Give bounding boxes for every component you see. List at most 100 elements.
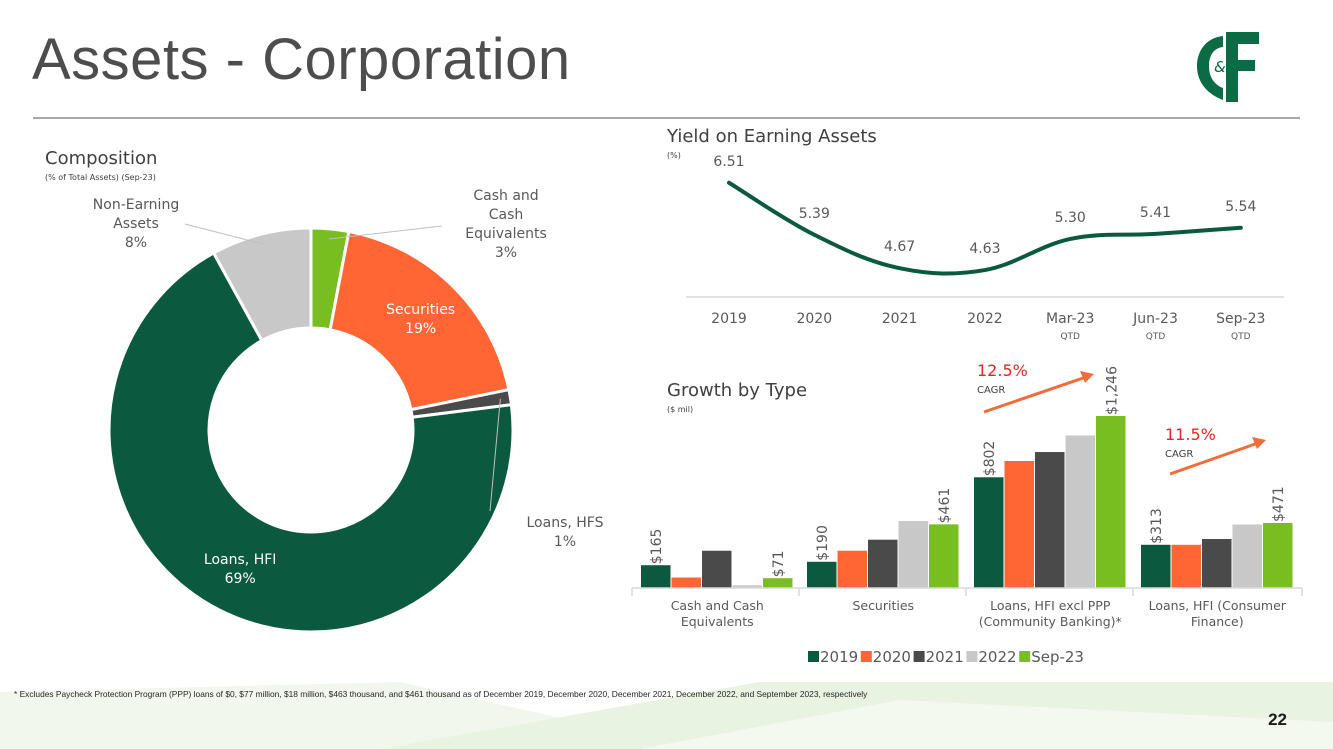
growth-chart: Growth by Type ($ mil) $165 $71 $190 $461 $8… (631, 361, 1303, 666)
yield-value-mar-23: 5.30 (1055, 210, 1086, 226)
bar-securities-2021 (868, 539, 898, 588)
growth-data-label-313: $313 (1149, 508, 1165, 544)
yield-tick-2020: 2020 (796, 311, 832, 327)
bar-loans-hfi-excl-ppp-community-banking-sep-23 (1096, 416, 1126, 588)
legend-swatch-sep-23 (1019, 651, 1031, 662)
growth-title: Growth by Type (667, 380, 807, 401)
legend-label-2020: 2020 (873, 648, 911, 666)
bar-loans-hfi-consumer-finance-2022 (1232, 524, 1262, 588)
pie-label-non-earning-assets: Non-Earning Assets 8% (93, 197, 179, 251)
legend-swatch-2019 (808, 651, 819, 662)
footnote: * Excludes Paycheck Protection Program (… (14, 689, 868, 699)
bar-loans-hfi-consumer-finance-2020 (1171, 544, 1201, 588)
bar-loans-hfi-excl-ppp-community-banking-2021 (1035, 452, 1065, 588)
yield-value-2019: 6.51 (713, 154, 744, 170)
cagr-label-1: CAGR (977, 385, 1005, 396)
legend-label-2019: 2019 (820, 648, 858, 666)
growth-category-securities: Securities (852, 598, 914, 613)
title-divider (33, 117, 1300, 119)
yield-value-jun-23: 5.41 (1140, 205, 1171, 221)
composition-subtitle: (% of Total Assets) (Sep-23) (45, 173, 156, 182)
pie-leader-non-earning-assets (184, 223, 264, 245)
growth-category-separators (631, 588, 1303, 596)
growth-data-label-71: $71 (771, 550, 787, 577)
cagr-arrow-2 (1169, 441, 1259, 476)
legend-swatch-2022 (966, 651, 978, 662)
bar-loans-hfi-consumer-finance-sep-23 (1263, 522, 1293, 588)
yield-tick-2022: 2022 (967, 311, 1003, 327)
yield-value-labels: 6.51 5.39 4.67 4.63 5.30 5.41 5.54 (713, 154, 1256, 271)
pie-label-loans-hfs: Loans, HFS 1% (527, 515, 604, 550)
growth-data-labels: $165 $71 $190 $461 $802 $1,246 $313 $471 (649, 366, 1287, 577)
cagr-value-2: 11.5% (1165, 425, 1216, 444)
yield-tick-jun-23: Jun-23 (1132, 311, 1178, 327)
cagr-arrowhead-1 (1080, 371, 1094, 383)
composition-title: Composition (45, 148, 157, 169)
bar-cash-and-cash-equivalents-2021 (702, 550, 732, 588)
cagr-value-1: 12.5% (977, 361, 1028, 380)
legend-swatch-2020 (860, 651, 872, 662)
yield-value-2022: 4.63 (969, 241, 1000, 257)
bar-cash-and-cash-equivalents-2022 (732, 585, 762, 588)
bar-securities-2020 (837, 550, 867, 588)
growth-category-loans-hfi-excl-ppp-community-banking: Loans, HFI excl PPP (Community Banking)* (979, 598, 1122, 629)
cf-bank-logo: & (1197, 32, 1259, 102)
legend-swatch-2021 (913, 651, 925, 662)
growth-cagr-annotations: 12.5% CAGR 11.5% CAGR (977, 361, 1266, 476)
pie-label-cash-and-cash-equivalents: Cash and Cash Equivalents 3% (465, 188, 547, 261)
growth-data-label-190: $190 (815, 525, 831, 561)
yield-subtitle: (%) (667, 151, 681, 160)
page-title: Assets - Corporation (32, 27, 571, 92)
bar-securities-2019 (807, 561, 837, 588)
yield-tick-sep-23: Sep-23 (1216, 311, 1265, 327)
pie-leader-lines (184, 223, 501, 512)
growth-legend: 2019 2020 2021 2022 Sep-23 (808, 648, 1084, 666)
pie-slice-non-earning-assets (211, 226, 313, 343)
yield-subtick-jun-23: QTD (1146, 332, 1166, 342)
bar-cash-and-cash-equivalents-sep-23 (763, 578, 793, 588)
bar-loans-hfi-excl-ppp-community-banking-2020 (1004, 461, 1034, 588)
legend-label-2022: 2022 (978, 648, 1016, 666)
growth-data-label-165: $165 (649, 529, 665, 565)
page-number: 22 (1268, 710, 1287, 729)
cagr-arrow-1 (983, 375, 1087, 414)
pie-leader-loans-hfs (489, 398, 501, 512)
growth-data-label-461: $461 (937, 488, 953, 524)
footer-band (0, 682, 1333, 749)
growth-category-cash-and-cash-equivalents: Cash and Cash Equivalents (671, 598, 764, 629)
growth-category-loans-hfi-consumer-finance: Loans, HFI (Consumer Finance) (1149, 598, 1287, 629)
bar-securities-2022 (898, 521, 928, 588)
yield-x-tick-labels: 2019 2020 2021 2022 Mar-23 QTD Jun-23 QTD Sep-23… (711, 311, 1265, 342)
yield-value-2020: 5.39 (799, 206, 830, 222)
yield-series-line (727, 180, 1243, 276)
growth-data-label-471: $471 (1271, 486, 1287, 522)
yield-value-2021: 4.67 (884, 239, 915, 255)
pie-label-securities: Securities 19% (386, 302, 455, 337)
composition-chart: Composition (% of Total Assets) (Sep-23)… (45, 148, 604, 634)
legend-label-sep-23: Sep-23 (1031, 648, 1084, 666)
yield-tick-2021: 2021 (882, 311, 918, 327)
yield-subtick-mar-23: QTD (1060, 332, 1080, 342)
yield-title: Yield on Earning Assets (666, 126, 877, 147)
legend-label-2021: 2021 (926, 648, 964, 666)
bar-cash-and-cash-equivalents-2020 (671, 577, 701, 588)
growth-category-labels: Cash and Cash Equivalents Securities Loans,… (671, 598, 1287, 629)
yield-tick-mar-23: Mar-23 (1046, 311, 1094, 327)
yield-tick-2019: 2019 (711, 311, 747, 327)
growth-subtitle: ($ mil) (667, 405, 693, 414)
bar-securities-sep-23 (929, 524, 959, 588)
yield-value-sep-23: 5.54 (1225, 199, 1256, 215)
pie-slices (107, 226, 515, 634)
bar-loans-hfi-excl-ppp-community-banking-2019 (974, 477, 1004, 588)
cagr-arrowhead-2 (1252, 437, 1266, 449)
pie-leader-cash-and-cash-equivalents (329, 225, 443, 240)
pie-slice-loans-hfi (107, 250, 515, 634)
growth-data-label-1-246: $1,246 (1104, 366, 1120, 415)
yield-chart: Yield on Earning Assets (%) 6.51 5.39 4.67… (666, 126, 1284, 342)
pie-label-loans-hfi: Loans, HFI 69% (204, 552, 276, 587)
bar-loans-hfi-consumer-finance-2019 (1141, 544, 1171, 588)
yield-subtick-sep-23: QTD (1231, 332, 1251, 342)
logo-ampersand: & (1214, 58, 1226, 76)
bar-cash-and-cash-equivalents-2019 (641, 565, 671, 588)
bar-loans-hfi-consumer-finance-2021 (1202, 538, 1232, 588)
